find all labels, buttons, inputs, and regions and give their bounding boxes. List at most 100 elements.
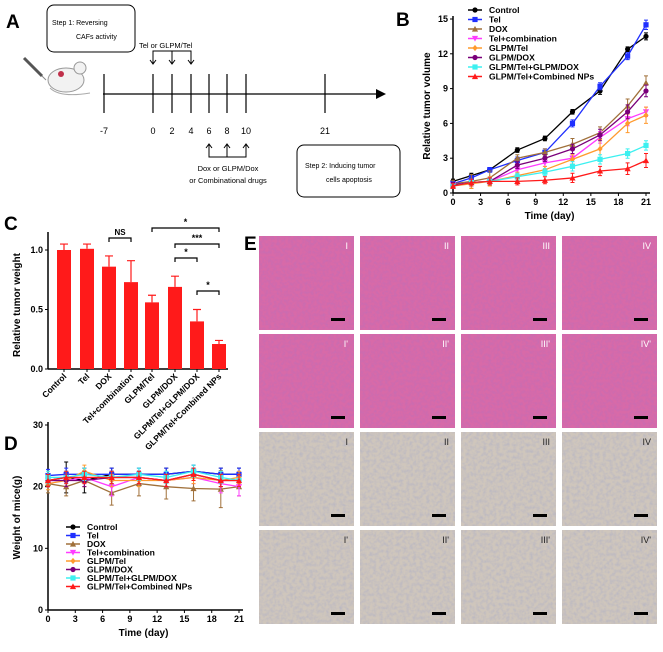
error-bar bbox=[127, 260, 135, 283]
scale-bar bbox=[331, 318, 345, 321]
micrograph-tile: I' bbox=[259, 530, 354, 624]
tel-dosing-bracket bbox=[152, 50, 192, 63]
chart-d-mice-weight: 0 3 6 9 12 15 18 21 0 10 20 30 Time (day) Weight of m… bbox=[12, 420, 244, 639]
dox-line2: or Combinational drugs bbox=[189, 176, 267, 185]
y-tick-label: 6 bbox=[443, 118, 448, 128]
timeline-day-label: 0 bbox=[150, 126, 155, 136]
micrograph-label: IV' bbox=[641, 339, 652, 349]
legend-item: GLPM/Tel+GLPM/DOX bbox=[66, 573, 177, 583]
y-tick-label: 10 bbox=[33, 543, 43, 553]
micrograph-tile: III' bbox=[461, 530, 556, 624]
legend-label: GLPM/DOX bbox=[489, 53, 535, 63]
legend-label: GLPM/Tel+GLPM/DOX bbox=[87, 573, 177, 583]
tel-dosing-arrows bbox=[149, 59, 195, 65]
legend-marker bbox=[69, 549, 77, 556]
bar bbox=[168, 286, 182, 369]
micrograph-image bbox=[461, 236, 556, 330]
x-tick-label: 0 bbox=[45, 614, 50, 624]
timeline-day-label: 8 bbox=[224, 126, 229, 136]
legend-item: GLPM/Tel bbox=[468, 43, 528, 53]
micrograph-label: III bbox=[542, 437, 550, 447]
micrograph-tile: III' bbox=[461, 334, 556, 428]
x-tick-label: 9 bbox=[127, 614, 132, 624]
legend-item: Tel bbox=[468, 15, 501, 25]
panel-a-schedule: Step 1: Reversing CAFs activity -7 0 2 4 6 8 1… bbox=[22, 4, 401, 198]
data-point bbox=[643, 33, 649, 40]
data-point bbox=[235, 477, 243, 484]
legend-label: Tel+combination bbox=[489, 34, 557, 44]
y-axis-title: Relative tumor weight bbox=[12, 252, 23, 357]
micrograph-tile: II bbox=[360, 432, 455, 526]
legend-label: GLPM/Tel+Combined NPs bbox=[489, 72, 594, 82]
legend-label: DOX bbox=[87, 539, 106, 549]
scale-bar bbox=[634, 612, 648, 615]
data-point bbox=[642, 79, 650, 86]
legend-label: DOX bbox=[489, 24, 508, 34]
legend-item: GLPM/DOX bbox=[66, 565, 133, 575]
y-tick-label: 1.0 bbox=[30, 245, 43, 255]
legend-label: Tel+combination bbox=[87, 548, 155, 558]
micrograph-image bbox=[562, 530, 657, 624]
step2-box bbox=[296, 144, 401, 198]
legend-marker bbox=[471, 25, 479, 32]
legend-label: Tel bbox=[87, 531, 99, 541]
significance-bracket bbox=[151, 227, 220, 232]
micrograph-label: II' bbox=[442, 535, 449, 545]
significance-label: * bbox=[206, 280, 210, 290]
data-point bbox=[625, 46, 631, 52]
micrograph-tile: III bbox=[461, 432, 556, 526]
timeline-arrow bbox=[376, 89, 386, 99]
legend-item: GLPM/Tel bbox=[66, 556, 126, 566]
series-line bbox=[47, 479, 240, 494]
syringe-icon bbox=[22, 56, 47, 81]
micrograph-label: III bbox=[542, 241, 550, 251]
data-point bbox=[624, 165, 631, 172]
micrograph-image bbox=[562, 334, 657, 428]
scale-bar bbox=[432, 318, 446, 321]
legend-marker bbox=[70, 532, 76, 539]
data-point bbox=[514, 155, 521, 161]
legend: ControlTelDOXTel+combinationGLPM/TelGLPM… bbox=[66, 522, 192, 592]
x-tick-label: 12 bbox=[558, 197, 568, 207]
scale-bar bbox=[634, 318, 648, 321]
micrograph-tile: II' bbox=[360, 530, 455, 624]
y-tick-label: 30 bbox=[33, 420, 43, 430]
data-point bbox=[217, 477, 224, 484]
data-point bbox=[135, 474, 143, 481]
tel-dosing-label: Tel or GLPM/Tel bbox=[139, 41, 193, 50]
micrograph-image bbox=[259, 236, 354, 330]
x-tick-label: 6 bbox=[506, 197, 511, 207]
data-point bbox=[625, 53, 631, 59]
micrograph-label: IV bbox=[642, 241, 651, 251]
scale-bar bbox=[331, 416, 345, 419]
legend-item: Control bbox=[468, 5, 520, 15]
significance-bracket bbox=[196, 290, 220, 295]
series-glpm-dox bbox=[450, 84, 649, 188]
micrograph-tile: IV bbox=[562, 236, 657, 330]
dox-dosing-arrows bbox=[205, 143, 250, 149]
data-point bbox=[597, 132, 603, 138]
timeline-day-label: 2 bbox=[169, 126, 174, 136]
bar bbox=[190, 321, 204, 369]
step2-line2: cells apoptosis bbox=[326, 177, 372, 184]
y-tick-label: 3 bbox=[443, 153, 448, 163]
micrograph-label: II bbox=[444, 241, 449, 251]
micrograph-image bbox=[562, 236, 657, 330]
series-glpm-tel-combined-nps bbox=[449, 153, 650, 189]
micrograph-label: I bbox=[345, 437, 348, 447]
scale-bar bbox=[533, 416, 547, 419]
scale-bar bbox=[634, 416, 648, 419]
y-axis-title: Weight of mice(g) bbox=[12, 476, 23, 560]
micrograph-image bbox=[259, 432, 354, 526]
data-point bbox=[569, 163, 576, 169]
y-tick-label: 15 bbox=[438, 14, 448, 24]
legend-label: Tel bbox=[489, 15, 501, 25]
timeline-day-label: 6 bbox=[206, 126, 211, 136]
micrograph-label: IV' bbox=[641, 535, 652, 545]
bar bbox=[57, 250, 71, 369]
data-point bbox=[643, 142, 649, 149]
micrograph-image bbox=[360, 334, 455, 428]
data-point bbox=[569, 156, 576, 163]
data-point bbox=[596, 167, 604, 174]
